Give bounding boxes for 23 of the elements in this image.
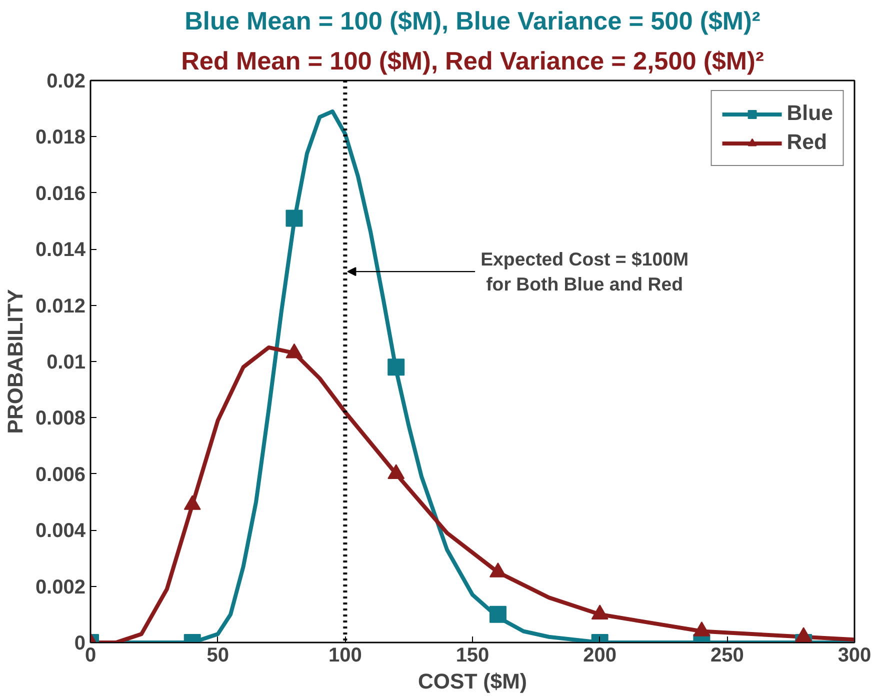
- y-tick-label: 0.01: [46, 352, 86, 374]
- x-tick-label: 100: [328, 644, 362, 666]
- x-axis-title: COST ($M): [418, 670, 528, 694]
- y-tick-label: 0.012: [35, 295, 86, 318]
- legend-label: Blue: [786, 101, 833, 126]
- y-tick-label: 0.004: [35, 520, 86, 542]
- chart-title: Blue Mean = 100 ($M), Blue Variance = 500 ($M)²: [184, 8, 760, 36]
- y-tick-label: 0.02: [46, 70, 86, 92]
- y-tick-label: 0.006: [35, 464, 86, 486]
- legend-label: Red: [786, 130, 828, 155]
- y-tick-label: 0.014: [35, 239, 86, 262]
- ref-line-label: Expected Cost = $100M for Both Blue and Red: [480, 248, 689, 295]
- chart-subtitle: Red Mean = 100 ($M), Red Variance = 2,500 ($M)²: [181, 48, 764, 76]
- y-tick-label: 0.002: [35, 576, 86, 598]
- y-tick-label: 0.016: [35, 182, 86, 205]
- x-tick-label: 250: [710, 644, 744, 666]
- x-tick-label: 150: [456, 644, 490, 666]
- x-tick-label: 300: [838, 644, 872, 666]
- y-tick-label: 0.008: [35, 408, 86, 430]
- x-tick-label: 200: [583, 644, 617, 666]
- y-axis-title: PROBABILITY: [3, 289, 28, 434]
- y-tick-label: 0.018: [35, 126, 86, 149]
- x-tick-label: 50: [206, 644, 229, 666]
